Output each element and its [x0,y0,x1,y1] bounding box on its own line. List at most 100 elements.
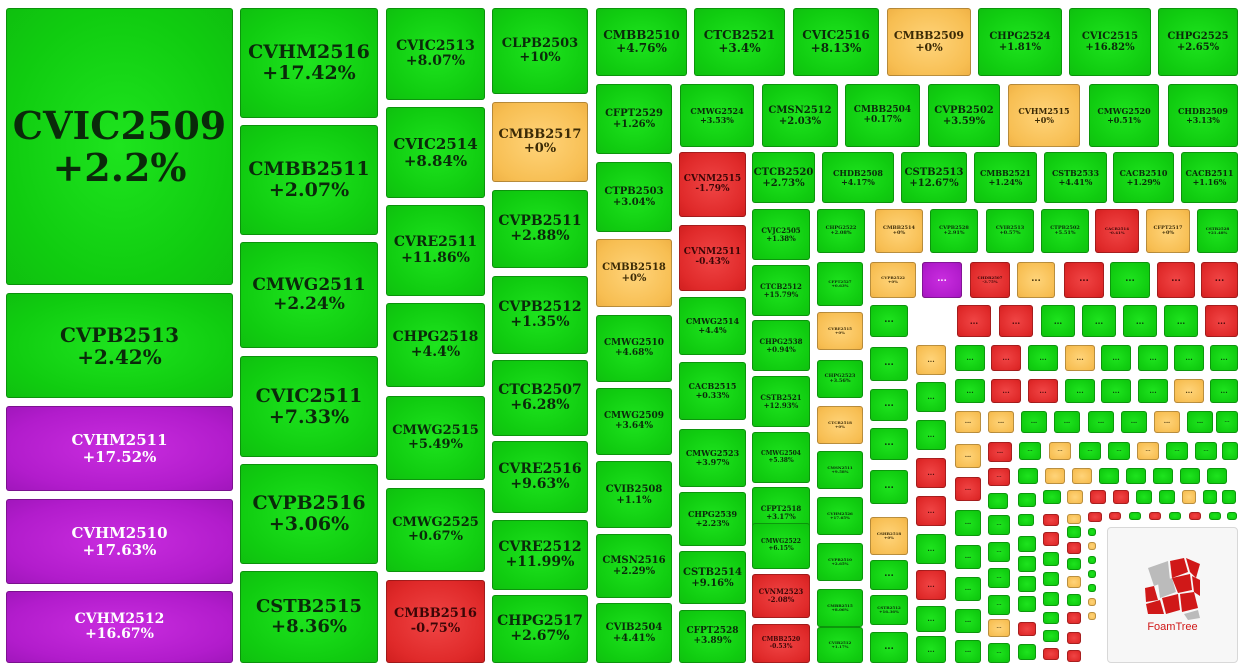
tile-collapsed[interactable]: ... [1101,379,1131,403]
tile-collapsed[interactable] [1169,512,1181,520]
tile-cmbb2518[interactable]: CMBB2518 +0% [596,239,672,307]
tile-cvhm2526[interactable]: CVHM2526 +17.65% [817,497,863,535]
tile-cvpb2513[interactable]: CVPB2513 +2.42% [6,293,233,398]
tile-collapsed[interactable]: ... [1210,345,1238,371]
tile-cmbb2509[interactable]: CMBB2509 +0% [887,8,971,76]
tile-collapsed[interactable]: ... [1138,379,1168,403]
tile-collapsed[interactable]: ... [957,305,991,337]
tile-cstb2513[interactable]: CSTB2513 +12.67% [901,152,967,203]
tile-collapsed[interactable]: ... [1174,379,1204,403]
tile-collapsed[interactable]: ... [1187,411,1213,433]
tile-cshb2518[interactable]: CSHB2518 +0% [870,517,908,555]
tile-cvnm2523[interactable]: CVNM2523 -2.08% [752,574,810,618]
tile-cmwg2515[interactable]: CMWG2515 +5.49% [386,396,485,480]
tile-cstb2514[interactable]: CSTB2514 +9.16% [679,551,746,604]
tile-ctcb2521[interactable]: CTCB2521 +3.4% [694,8,785,76]
tile-collapsed[interactable]: ... [1210,379,1238,403]
tile-collapsed[interactable] [1088,570,1096,578]
tile-collapsed[interactable] [1088,598,1096,606]
tile-collapsed[interactable]: ... [1157,262,1195,298]
tile-cfpt2529[interactable]: CFPT2529 +1.26% [596,84,672,154]
tile-cvib2508[interactable]: CVIB2508 +1.1% [596,461,672,528]
tile-collapsed[interactable]: ... [991,379,1021,403]
tile-collapsed[interactable] [1018,536,1036,552]
tile-cacb2514[interactable]: CACB2514 -0.41% [1095,209,1139,253]
tile-collapsed[interactable]: ... [916,636,946,663]
tile-collapsed[interactable]: ... [916,345,946,375]
tile-cvic2513[interactable]: CVIC2513 +8.07% [386,8,485,100]
tile-cmwg2525[interactable]: CMWG2525 +0.67% [386,488,485,572]
tile-collapsed[interactable] [1088,556,1096,564]
tile-collapsed[interactable]: ... [1216,411,1238,433]
tile-cmbb2511[interactable]: CMBB2511 +2.07% [240,125,378,235]
tile-cmwg2504[interactable]: CMWG2504 +5.38% [752,432,810,483]
tile-collapsed[interactable]: ... [916,570,946,600]
tile-collapsed[interactable] [1072,468,1092,484]
tile-collapsed[interactable]: ... [1110,262,1150,298]
tile-cvre2512[interactable]: CVRE2512 +11.99% [492,520,588,590]
tile-cfpt2528[interactable]: CFPT2528 +3.89% [679,610,746,663]
tile-cvnm2511[interactable]: CVNM2511 -0.43% [679,225,746,291]
tile-collapsed[interactable]: ... [988,643,1010,663]
tile-chpg2524[interactable]: CHPG2524 +1.81% [978,8,1062,76]
tile-collapsed[interactable]: ... [955,379,985,403]
tile-cstb2515[interactable]: CSTB2515 +8.36% [240,571,378,663]
tile-collapsed[interactable]: ... [999,305,1033,337]
tile-cvic2511[interactable]: CVIC2511 +7.33% [240,356,378,457]
tile-collapsed[interactable]: ... [988,542,1010,562]
tile-collapsed[interactable] [1090,490,1106,504]
tile-cvib2504[interactable]: CVIB2504 +4.41% [596,603,672,663]
tile-cstb2521[interactable]: CSTB2521 +12.93% [752,376,810,427]
tile-collapsed[interactable] [1088,612,1096,620]
tile-cmbb2516[interactable]: CMBB2516 -0.75% [386,580,485,663]
tile-cvpb2510[interactable]: CVPB2510 +2.65% [817,543,863,581]
tile-collapsed[interactable] [1018,514,1034,526]
tile-cvic2514[interactable]: CVIC2514 +8.84% [386,107,485,198]
tile-collapsed[interactable]: ... [955,577,981,601]
tile-collapsed[interactable]: ... [1108,442,1130,460]
tile-collapsed[interactable] [1067,542,1081,554]
tile-collapsed[interactable] [1126,468,1146,484]
tile-clpb2503[interactable]: CLPB2503 +10% [492,8,588,94]
tile-chdb2509[interactable]: CHDB2509 +3.13% [1168,84,1238,147]
tile-collapsed[interactable] [1067,490,1083,504]
tile-collapsed[interactable]: ... [870,305,908,337]
tile-chpg2538[interactable]: CHPG2538 +0.94% [752,320,810,371]
tile-collapsed[interactable]: ... [1028,345,1058,371]
tile-collapsed[interactable] [1018,556,1036,572]
tile-cmwg2520[interactable]: CMWG2520 +0.51% [1089,84,1159,147]
tile-chpg2522[interactable]: CHPG2522 +2.08% [817,209,865,253]
tile-collapsed[interactable]: ... [988,468,1010,486]
tile-ctcb2512[interactable]: CTCB2512 +15.79% [752,265,810,316]
tile-collapsed[interactable] [1099,468,1119,484]
tile-collapsed[interactable]: ... [870,470,908,504]
tile-cvre2516[interactable]: CVRE2516 +9.63% [492,441,588,513]
tile-collapsed[interactable] [1088,584,1096,592]
tile-cvib2512[interactable]: CVIB2512 +1.17% [817,627,863,663]
tile-cmbb2517[interactable]: CMBB2517 +0% [492,102,588,182]
tile-collapsed[interactable] [1203,490,1217,504]
tile-cvhm2510[interactable]: CVHM2510 +17.63% [6,499,233,584]
tile-ctpb2502[interactable]: CTPB2502 +5.51% [1041,209,1089,253]
tile-cvpb2512[interactable]: CVPB2512 +1.35% [492,276,588,354]
tile-collapsed[interactable]: ... [955,545,981,569]
tile-ctcb2520[interactable]: CTCB2520 +2.73% [752,152,815,203]
tile-collapsed[interactable] [1067,632,1081,644]
tile-collapsed[interactable] [1018,468,1038,484]
tile-collapsed[interactable]: ... [1166,442,1188,460]
tile-collapsed[interactable] [1018,493,1036,507]
tile-cmbb2515[interactable]: CMBB2515 +8.06% [817,589,863,627]
tile-collapsed[interactable]: ... [916,458,946,488]
tile-collapsed[interactable]: ... [1121,411,1147,433]
tile-collapsed[interactable]: ... [1028,379,1058,403]
tile-cvhm2512[interactable]: CVHM2512 +16.67% [6,591,233,663]
tile-collapsed[interactable] [1043,572,1059,586]
tile-collapsed[interactable] [1045,468,1065,484]
tile-collapsed[interactable]: ... [1049,442,1071,460]
tile-collapsed[interactable]: ... [1205,305,1238,337]
tile-collapsed[interactable] [1018,596,1036,612]
tile-collapsed[interactable]: ... [988,411,1014,433]
tile-collapsed[interactable]: ... [988,595,1010,615]
tile-collapsed[interactable] [1018,622,1036,636]
tile-collapsed[interactable] [1043,612,1059,624]
